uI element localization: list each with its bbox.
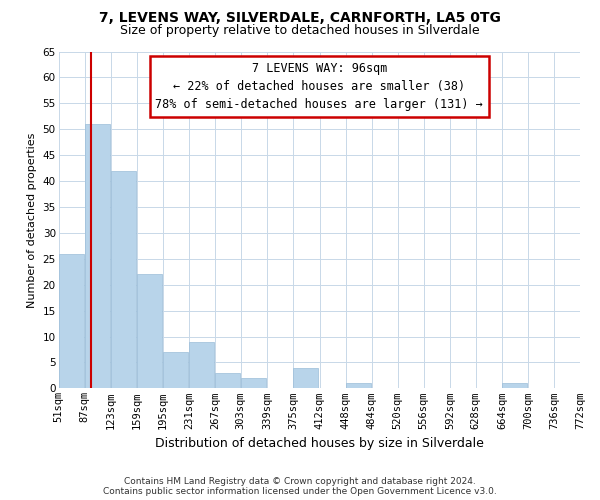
Text: Contains HM Land Registry data © Crown copyright and database right 2024.
Contai: Contains HM Land Registry data © Crown c… (103, 476, 497, 496)
Bar (293, 368, 319, 388)
Bar (137, 274, 162, 388)
Bar (85, 124, 110, 388)
Bar (59, 254, 84, 388)
Bar (110, 170, 136, 388)
Y-axis label: Number of detached properties: Number of detached properties (27, 132, 37, 308)
Bar (502, 383, 527, 388)
Text: Size of property relative to detached houses in Silverdale: Size of property relative to detached ho… (120, 24, 480, 37)
Bar (163, 352, 188, 389)
Bar (215, 373, 240, 388)
Bar (189, 342, 214, 388)
Bar (346, 383, 371, 388)
Text: 7 LEVENS WAY: 96sqm
← 22% of detached houses are smaller (38)
78% of semi-detach: 7 LEVENS WAY: 96sqm ← 22% of detached ho… (155, 62, 483, 110)
Bar (241, 378, 266, 388)
Text: 7, LEVENS WAY, SILVERDALE, CARNFORTH, LA5 0TG: 7, LEVENS WAY, SILVERDALE, CARNFORTH, LA… (99, 11, 501, 25)
X-axis label: Distribution of detached houses by size in Silverdale: Distribution of detached houses by size … (155, 437, 484, 450)
